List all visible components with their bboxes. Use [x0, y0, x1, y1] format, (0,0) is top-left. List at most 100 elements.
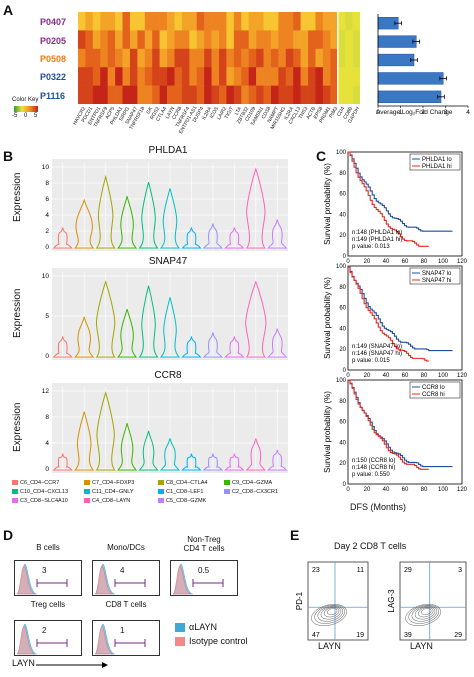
heatmap-cell: [300, 67, 309, 86]
heatmap-cell: [241, 12, 249, 31]
violin-c1-cd8-lef1: [181, 453, 202, 471]
facs-gate-value: 4: [120, 566, 125, 575]
violin-c8-cd4-ctla4: [95, 280, 116, 358]
cluster-legend-item: C3_CD8−SLC4A10: [12, 498, 68, 504]
heatmap-cell: [256, 30, 264, 50]
heatmap-cell: [248, 30, 257, 50]
isotype-histogram: [94, 565, 114, 595]
heatmap-cell: [315, 12, 324, 31]
heatmap-cell: [122, 48, 131, 68]
color-key-tick-mid: 0: [24, 113, 28, 119]
cluster-legend-swatch: [12, 480, 18, 486]
heatmap-cell: [129, 30, 138, 50]
heatmap-cell: [226, 85, 235, 104]
violin-y-tick-label: 0: [45, 466, 49, 473]
violin-title-snap47: SNAP47: [148, 256, 188, 267]
violin-y-tick-label: 4: [45, 212, 49, 219]
bar-x-tick-label: 2: [421, 109, 425, 116]
heatmap-cell: [308, 85, 316, 104]
heatmap-cell: [107, 67, 116, 86]
survival-x-tick-label: 60: [402, 259, 409, 265]
facs-gate-value: 3: [42, 566, 47, 575]
bar-x-tick-label: 0: [376, 109, 380, 116]
cluster-legend-label: C2_CD8−CX3CR1: [232, 489, 279, 495]
survival-ylabel: Survival probability (%): [323, 277, 332, 359]
heatmap-cell: [330, 30, 339, 50]
violin-c6-cd4-ccr7: [52, 336, 73, 358]
survival-x-tick-label: 100: [438, 373, 449, 379]
heatmap-cell: [293, 12, 301, 31]
heatmap-cell: [285, 12, 294, 31]
heatmap-cell: [322, 30, 331, 50]
facs-e-xlabel-1: LAYN: [318, 641, 341, 651]
violin-c9-cd4-gzma: [116, 308, 138, 358]
violin-y-tick-label: 5: [45, 313, 49, 320]
heatmap-cell: [285, 30, 294, 50]
heatmap-cell: [174, 85, 183, 104]
heatmap-cell: [122, 85, 131, 104]
contour-frame: [399, 561, 467, 641]
violin-c7-cd4-foxp3: [74, 316, 95, 358]
heatmap-cell: [122, 12, 131, 31]
cluster-legend-item: C8_CD4−CTLA4: [158, 480, 207, 486]
cluster-legend-swatch: [84, 498, 90, 504]
heatmap-cell: [270, 12, 279, 31]
panel-label-c: C: [316, 148, 327, 164]
heatmap-cell: [278, 85, 287, 104]
violin-c1-cd8-lef1: [181, 336, 202, 358]
facs-gate-value: 1: [120, 626, 125, 635]
heatmap-cell: [337, 48, 346, 68]
survival-curve-hi: [348, 151, 429, 247]
heatmap-cell: [181, 48, 190, 68]
heatmap-cell: [137, 85, 146, 104]
survival-legend-box: [409, 153, 461, 171]
sample-label-p0508: P0508: [40, 54, 67, 64]
quadrant-value-ul: 29: [404, 567, 412, 574]
cluster-legend-label: C7_CD4−FOXP3: [92, 480, 135, 486]
isotype-histogram: [16, 625, 36, 655]
quadrant-value-ll: 47: [312, 632, 320, 639]
heatmap-cell: [100, 12, 108, 31]
heatmap-cell: [300, 12, 309, 31]
survival-x-tick-label: 80: [421, 487, 428, 493]
facs-histogram: [92, 560, 160, 596]
heatmap-cell: [167, 30, 175, 50]
heatmap-cell: [174, 48, 183, 68]
facs-d-xlabel: LAYN: [12, 658, 35, 668]
violin-c3-cd8-slc4a10: [224, 336, 245, 358]
heatmap-cell: [263, 12, 272, 31]
violin-c10-cd4-cxcl13: [138, 182, 159, 249]
heatmap-cell: [233, 12, 242, 31]
heatmap-cell: [308, 30, 316, 50]
violin-c7-cd4-foxp3: [74, 411, 95, 471]
cluster-legend-swatch: [224, 480, 230, 486]
contour-line: [411, 605, 438, 622]
heatmap-cell: [115, 67, 123, 86]
heatmap-cell: [337, 85, 346, 104]
quadrant-value-lr: 19: [356, 632, 364, 639]
facs-title-4: CD8 T cells: [105, 600, 147, 609]
bar-p1116: [377, 90, 442, 103]
color-key-bar: [14, 106, 38, 112]
heatmap-cell: [137, 30, 146, 50]
heatmap-cell: [308, 12, 316, 31]
heatmap-cell: [256, 85, 264, 104]
heatmap-cell: [204, 30, 212, 50]
heatmap-cell: [115, 12, 123, 31]
survival-y-tick-label: 40: [339, 326, 346, 332]
survival-x-tick-label: 0: [346, 373, 350, 379]
violin-c11-cd4-gnly: [159, 297, 181, 358]
heatmap-cell: [196, 67, 205, 86]
heatmap-cell: [92, 67, 101, 86]
heatmap-cell: [204, 12, 212, 31]
heatmap-cell: [122, 30, 131, 50]
heatmap-cell: [167, 12, 175, 31]
heatmap-cell: [78, 85, 86, 104]
heatmap-cell: [330, 85, 339, 104]
heatmap-cell: [322, 85, 331, 104]
heatmap-cell: [92, 30, 101, 50]
facs-histogram-plot: [94, 563, 146, 595]
facs-legend: αLAYN Isotype control: [175, 622, 248, 647]
heatmap-cell: [129, 12, 138, 31]
heatmap-cell: [352, 30, 360, 50]
